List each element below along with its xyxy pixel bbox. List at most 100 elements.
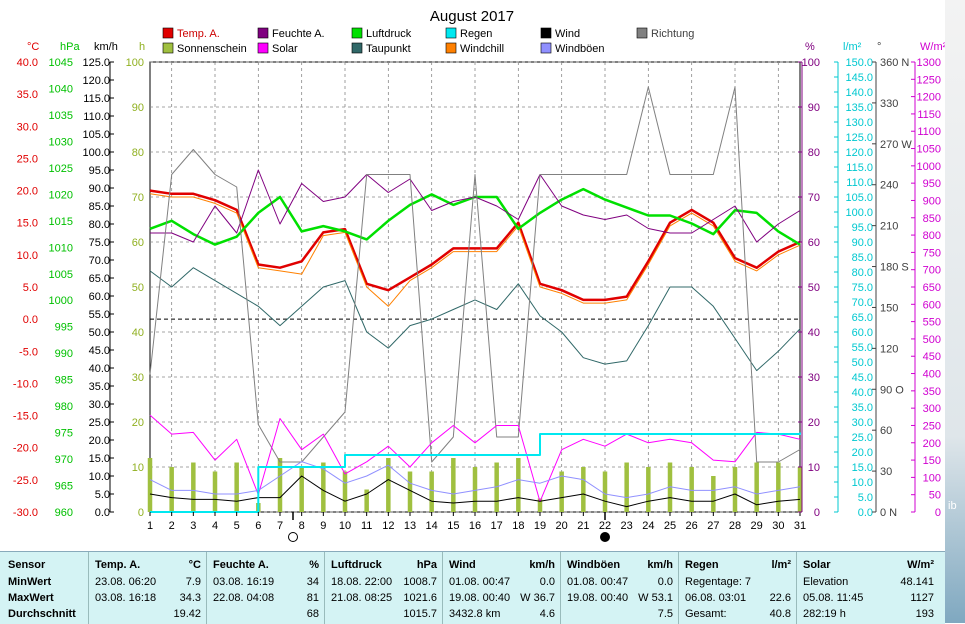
- stats-gust-col: Windböen km/h 01.08. 00:47 0.0 19.08. 00…: [560, 552, 679, 624]
- stats-pressure-col: Luftdruck hPa 18.08. 22:00 1008.7 21.08.…: [324, 552, 443, 624]
- y-tick-label-0: -30.0: [13, 507, 38, 519]
- y-tick-label-2: 120.0: [82, 75, 110, 87]
- sunshine-bar: [364, 489, 369, 512]
- pressure-max-val: 1021.6: [403, 592, 437, 604]
- temp-avg: 19.42: [173, 608, 201, 620]
- solar-unit: W/m²: [907, 559, 934, 571]
- y-tick-label-7: 500: [923, 334, 941, 346]
- gust-max-val: W 53.1: [638, 592, 673, 604]
- solar-elev-val: 48.141: [900, 576, 934, 588]
- legend-label: Sonnenschein: [177, 43, 247, 55]
- y-tick-label-2: 90.0: [89, 183, 110, 195]
- sunshine-bar: [624, 462, 629, 512]
- gust-min-val: 0.0: [657, 576, 673, 588]
- y-tick-label-2: 45.0: [89, 345, 110, 357]
- wind-unit: km/h: [529, 559, 555, 571]
- legend-swatch: [445, 42, 457, 54]
- y-tick-label-5: 120.0: [845, 147, 873, 159]
- y-tick-label-6: 60: [880, 425, 892, 437]
- y-tick-label-6: 240: [880, 180, 898, 192]
- y-tick-label-2: 110.0: [83, 111, 110, 123]
- x-tick-label: 11: [361, 520, 372, 532]
- legend-label: Temp. A.: [177, 28, 220, 40]
- y-tick-label-2: 40.0: [89, 363, 110, 375]
- sunshine-bar: [646, 467, 651, 512]
- y-tick-label-0: 10.0: [17, 250, 38, 262]
- solar-sun-hours: 282:19 h: [803, 608, 846, 620]
- stats-table: Sensor MinWert MaxWert Durchschnitt Temp…: [0, 551, 945, 624]
- sunshine-bar: [602, 471, 608, 512]
- y-tick-label-7: 550: [923, 317, 941, 329]
- y-tick-label-5: 90.0: [852, 237, 873, 249]
- x-tick-label: 31: [794, 520, 806, 532]
- legend-swatch: [257, 42, 269, 54]
- y-tick-label-2: 30.0: [89, 399, 110, 411]
- x-tick-label: 5: [234, 520, 240, 532]
- y-tick-label-1: 1000: [49, 295, 73, 307]
- sunshine-bar: [689, 467, 694, 512]
- y-tick-label-5: 105.0: [845, 192, 873, 204]
- y-tick-label-0: 25.0: [17, 153, 38, 165]
- y-tick-label-2: 115.0: [83, 93, 110, 105]
- legend-swatch: [540, 42, 552, 54]
- sunshine-bar: [754, 462, 759, 512]
- sunshine-bar: [581, 467, 586, 512]
- stats-rain-col: Regen l/m² Regentage: 7 06.08. 03:01 22.…: [678, 552, 797, 624]
- temp-min-time: 23.08. 06:20: [95, 576, 157, 588]
- rain-total-label: Gesamt:: [685, 608, 727, 620]
- y-tick-label-4: 40: [808, 327, 820, 339]
- edge-text: ib: [948, 500, 957, 512]
- x-tick-label: 14: [426, 520, 438, 532]
- y-tick-label-0: 35.0: [17, 89, 38, 101]
- y-tick-label-1: 990: [55, 348, 73, 360]
- x-tick-label: 10: [339, 520, 351, 532]
- y-tick-label-4: 80: [808, 147, 820, 159]
- x-tick-label: 29: [751, 520, 763, 532]
- x-tick-label: 20: [556, 520, 568, 532]
- y-tick-label-4: 70: [808, 192, 820, 204]
- y-tick-label-3: 40: [132, 327, 144, 339]
- legend-swatch: [445, 27, 457, 39]
- x-tick-label: 12: [382, 520, 394, 532]
- y-tick-label-0: 20.0: [17, 186, 38, 198]
- legend-label: Taupunkt: [366, 43, 411, 55]
- y-tick-label-7: 100: [923, 472, 941, 484]
- y-axis-unit-3: h: [139, 41, 145, 53]
- y-tick-label-2: 0.0: [95, 507, 110, 519]
- legend-label: Wind: [555, 28, 580, 40]
- y-axis-unit-7: W/m²: [920, 41, 945, 53]
- wind-avg: 4.6: [539, 608, 555, 620]
- y-tick-label-1: 1005: [49, 269, 73, 281]
- y-tick-label-5: 45.0: [852, 372, 873, 384]
- sunshine-bar: [451, 458, 456, 512]
- legend-swatch: [636, 27, 648, 39]
- legend-swatch: [162, 42, 174, 54]
- legend-label: Solar: [272, 43, 298, 55]
- x-tick-label: 30: [772, 520, 784, 532]
- y-tick-label-1: 960: [55, 507, 73, 519]
- y-tick-label-7: 1150: [917, 109, 941, 121]
- humidity-avg: 68: [306, 608, 319, 620]
- x-tick-label: 4: [212, 520, 218, 532]
- y-tick-label-1: 1015: [49, 216, 73, 228]
- pressure-max-time: 21.08. 08:25: [331, 592, 393, 604]
- x-tick-label: 22: [599, 520, 611, 532]
- chart-title: August 2017: [430, 8, 514, 25]
- y-tick-label-3: 30: [132, 372, 144, 384]
- y-tick-label-5: 10.0: [852, 477, 873, 489]
- y-tick-label-5: 125.0: [845, 132, 873, 144]
- full-moon-icon: [288, 532, 298, 542]
- y-tick-label-3: 10: [132, 462, 144, 474]
- legend-swatch: [351, 42, 363, 54]
- y-tick-label-1: 1025: [49, 163, 73, 175]
- x-tick-label: 8: [299, 520, 305, 532]
- y-axis-unit-4: %: [805, 41, 815, 53]
- y-tick-label-7: 900: [923, 195, 941, 207]
- y-tick-label-5: 110.0: [846, 177, 873, 189]
- y-tick-label-7: 1250: [917, 74, 941, 86]
- y-tick-label-1: 995: [55, 322, 73, 334]
- pressure-min-val: 1008.7: [403, 576, 437, 588]
- sensor-header: Sensor: [8, 559, 46, 571]
- y-tick-label-7: 850: [923, 213, 941, 225]
